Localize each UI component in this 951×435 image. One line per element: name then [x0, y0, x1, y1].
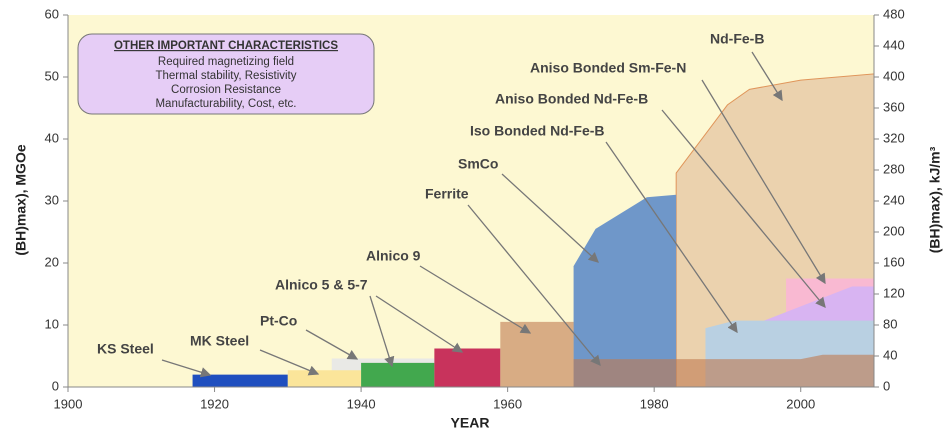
- y2-tick-label: 240: [883, 192, 905, 207]
- series-label: SmCo: [458, 156, 498, 172]
- y-tick-label: 20: [45, 254, 59, 269]
- x-tick-label: 1900: [54, 396, 83, 411]
- note-line: Manufacturability, Cost, etc.: [155, 98, 296, 110]
- series-label: Ferrite: [425, 186, 469, 202]
- label-arrow: [701, 79, 826, 285]
- areas: [192, 73, 875, 388]
- x-tick-label: 1960: [493, 396, 522, 411]
- note-line: Required magnetizing field: [158, 56, 294, 68]
- label-arrow: [369, 295, 395, 368]
- series-label: Alnico 5 & 5-7: [275, 277, 368, 293]
- series-label: MK Steel: [190, 333, 249, 349]
- x-axis-label: YEAR: [451, 415, 490, 431]
- label-arrow: [259, 349, 320, 376]
- y2-tick-label: 160: [883, 254, 905, 269]
- y-tick-label: 30: [45, 192, 59, 207]
- y-tick-label: 40: [45, 130, 59, 145]
- label-arrow: [375, 295, 464, 353]
- area: [573, 194, 677, 387]
- label-arrow: [161, 359, 212, 378]
- note-line: Corrosion Resistance: [171, 84, 281, 96]
- area: [434, 348, 501, 387]
- y2-tick-label: 40: [883, 347, 897, 362]
- y2-tick-label: 280: [883, 161, 905, 176]
- y2-tick-label: 480: [883, 6, 905, 21]
- series-label: Aniso Bonded Sm-Fe-N: [530, 60, 686, 76]
- y-axis-label: (BH)max), MGOe: [13, 144, 29, 255]
- label-arrow: [305, 329, 359, 360]
- y2-tick-label: 320: [883, 130, 905, 145]
- x-tick-label: 1920: [200, 396, 229, 411]
- x-tick-label: 1980: [640, 396, 669, 411]
- label-arrow: [605, 141, 738, 334]
- series-label: Pt-Co: [260, 313, 297, 329]
- label-arrow: [661, 109, 826, 309]
- y2-tick-label: 360: [883, 99, 905, 114]
- y2-tick-label: 80: [883, 316, 897, 331]
- label-arrow: [751, 51, 783, 102]
- labels: Pt-Co KS Steel MK Steel Alnico 5 & 5-7 Alnic…: [97, 31, 826, 378]
- y-tick-label: 0: [52, 378, 59, 393]
- y-tick-label: 10: [45, 316, 59, 331]
- y2-tick-label: 120: [883, 285, 905, 300]
- label-arrow: [419, 265, 532, 334]
- y2-tick-label: 200: [883, 223, 905, 238]
- note-box: [77, 33, 375, 115]
- x-tick-label: 1940: [347, 396, 376, 411]
- y-tick-label: 60: [45, 6, 59, 21]
- axes: 0 10 20 30 40 50 60 0 40 80 120 160 200 240 280 320 360 4…: [45, 6, 905, 411]
- series-label: Iso Bonded Nd-Fe-B: [470, 123, 605, 139]
- series-label: KS Steel: [97, 341, 154, 357]
- x-tick-label: 2000: [786, 396, 815, 411]
- note-line: Thermal stability, Resistivity: [155, 70, 296, 82]
- y2-tick-label: 440: [883, 37, 905, 52]
- y2-tick-label: 0: [883, 378, 890, 393]
- series-label: Nd-Fe-B: [710, 31, 764, 47]
- y-tick-label: 50: [45, 68, 59, 83]
- area: [192, 374, 288, 387]
- area: [500, 321, 874, 387]
- series-label: Aniso Bonded Nd-Fe-B: [495, 91, 648, 107]
- area: [361, 362, 435, 387]
- label-arrow: [467, 204, 601, 367]
- series-label: Alnico 9: [366, 248, 421, 264]
- note-title: OTHER IMPORTANT CHARACTERISTICS: [114, 40, 338, 52]
- area: [287, 370, 362, 387]
- y2-tick-label: 400: [883, 68, 905, 83]
- y2-axis-label: (BH)max), kJ/m³: [927, 146, 943, 253]
- label-arrow: [501, 173, 599, 263]
